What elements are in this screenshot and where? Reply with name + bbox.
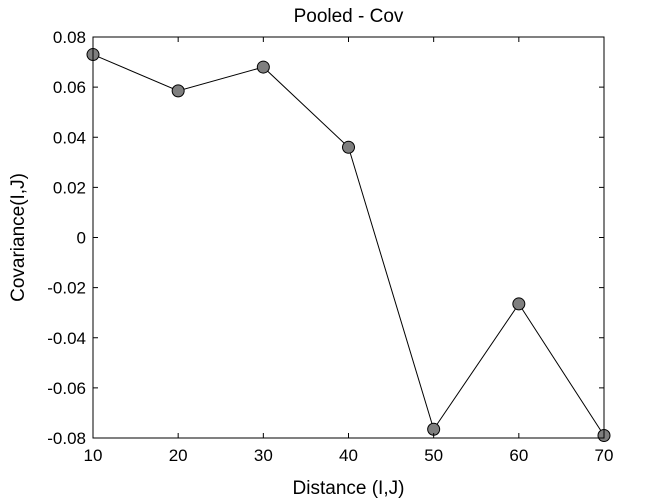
x-tick-label: 50 bbox=[424, 446, 443, 465]
ticks-layer: 10 20 30 40 50 60 70 0.08 0.06 0.04 0.02 0 -0.02 -0.0… bbox=[47, 28, 613, 465]
x-tick-label: 20 bbox=[169, 446, 188, 465]
data-point-marker bbox=[512, 297, 526, 311]
y-tick-label: -0.04 bbox=[47, 329, 86, 348]
data-point-marker bbox=[342, 140, 355, 154]
plot-frame bbox=[92, 36, 605, 439]
x-tick-label: 40 bbox=[339, 446, 358, 465]
series-layer bbox=[86, 48, 611, 442]
y-tick-label: 0.02 bbox=[53, 178, 86, 197]
x-axis-title: Distance (I,J) bbox=[293, 478, 405, 499]
data-point-marker bbox=[256, 60, 270, 74]
data-point-marker bbox=[171, 84, 185, 98]
y-tick-label: -0.02 bbox=[47, 279, 86, 298]
y-tick-label: 0.08 bbox=[53, 28, 86, 47]
y-tick-label: -0.06 bbox=[47, 379, 86, 398]
y-tick-label: 0.06 bbox=[53, 78, 86, 97]
x-tick-label: 70 bbox=[595, 446, 614, 465]
y-tick-label: 0.04 bbox=[53, 128, 86, 147]
x-tick-label: 60 bbox=[509, 446, 528, 465]
x-tick-label: 30 bbox=[254, 446, 273, 465]
plot-area bbox=[93, 37, 604, 438]
y-axis-title: Covariance(I,J) bbox=[8, 173, 29, 302]
y-tick-label: -0.08 bbox=[47, 429, 86, 448]
chart-title: Pooled - Cov bbox=[294, 6, 404, 27]
x-tick-label: 10 bbox=[84, 446, 103, 465]
y-tick-label: 0 bbox=[77, 229, 86, 248]
